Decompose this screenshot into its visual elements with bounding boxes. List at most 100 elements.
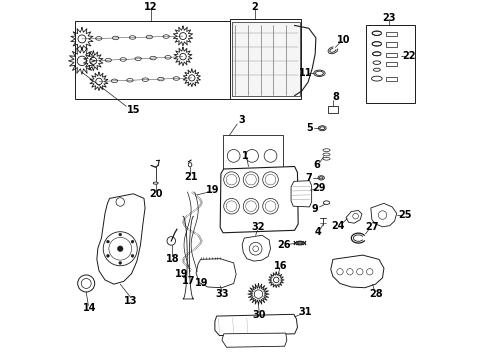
- Circle shape: [378, 211, 387, 219]
- Circle shape: [119, 261, 122, 264]
- Ellipse shape: [318, 126, 326, 131]
- Ellipse shape: [320, 127, 325, 130]
- Text: 15: 15: [126, 105, 140, 115]
- Circle shape: [265, 174, 276, 185]
- Text: 13: 13: [124, 296, 138, 306]
- Ellipse shape: [319, 177, 323, 179]
- Ellipse shape: [146, 35, 152, 39]
- Circle shape: [224, 172, 239, 188]
- Ellipse shape: [373, 68, 380, 71]
- Circle shape: [179, 33, 187, 40]
- Text: 12: 12: [145, 2, 158, 12]
- Ellipse shape: [142, 78, 148, 81]
- Ellipse shape: [323, 157, 330, 160]
- Ellipse shape: [173, 77, 179, 80]
- Text: 6: 6: [313, 161, 320, 170]
- Bar: [75, 21, 231, 99]
- Text: 8: 8: [332, 92, 339, 102]
- Circle shape: [357, 269, 363, 275]
- Ellipse shape: [105, 58, 111, 62]
- Polygon shape: [371, 203, 397, 227]
- Text: 19: 19: [195, 279, 209, 288]
- Bar: [386, 77, 397, 81]
- Circle shape: [245, 174, 256, 185]
- Text: 18: 18: [166, 255, 179, 264]
- Ellipse shape: [158, 77, 164, 81]
- Ellipse shape: [163, 35, 170, 38]
- Text: 19: 19: [206, 185, 220, 195]
- Circle shape: [103, 232, 137, 266]
- Circle shape: [226, 174, 237, 185]
- Circle shape: [189, 75, 195, 81]
- Circle shape: [96, 78, 102, 85]
- Circle shape: [253, 246, 258, 252]
- Circle shape: [243, 198, 259, 214]
- Circle shape: [78, 35, 86, 43]
- Text: 25: 25: [398, 210, 412, 220]
- Circle shape: [116, 198, 124, 206]
- Circle shape: [249, 242, 262, 255]
- Circle shape: [337, 269, 343, 275]
- Circle shape: [245, 149, 258, 162]
- Text: 29: 29: [312, 184, 325, 193]
- Circle shape: [353, 213, 358, 219]
- Bar: [223, 135, 283, 177]
- Text: 9: 9: [312, 204, 318, 214]
- Bar: [232, 22, 299, 96]
- Bar: [386, 32, 397, 36]
- Ellipse shape: [188, 163, 192, 167]
- Text: 28: 28: [369, 289, 383, 299]
- Circle shape: [227, 149, 240, 162]
- Polygon shape: [331, 255, 384, 288]
- Circle shape: [243, 172, 259, 188]
- Ellipse shape: [316, 71, 323, 75]
- Ellipse shape: [129, 36, 136, 39]
- Circle shape: [367, 269, 373, 275]
- Circle shape: [77, 56, 87, 66]
- Text: 33: 33: [215, 289, 229, 299]
- Text: 5: 5: [306, 123, 313, 133]
- Ellipse shape: [323, 153, 330, 156]
- Text: 30: 30: [252, 310, 266, 320]
- Bar: [386, 53, 397, 57]
- Circle shape: [131, 240, 134, 243]
- Ellipse shape: [372, 52, 381, 56]
- Text: 22: 22: [402, 50, 416, 60]
- Circle shape: [263, 198, 278, 214]
- Bar: [386, 62, 397, 66]
- Text: 14: 14: [83, 303, 97, 313]
- Ellipse shape: [112, 36, 119, 40]
- Text: 11: 11: [298, 68, 312, 78]
- Ellipse shape: [150, 56, 156, 60]
- Ellipse shape: [165, 55, 171, 59]
- Bar: [386, 42, 397, 47]
- Text: 19: 19: [175, 269, 189, 279]
- Circle shape: [118, 246, 123, 252]
- Text: 32: 32: [252, 222, 265, 232]
- Bar: [328, 106, 338, 113]
- Ellipse shape: [373, 61, 381, 64]
- Ellipse shape: [135, 57, 141, 60]
- Circle shape: [119, 233, 122, 236]
- Text: 27: 27: [365, 222, 379, 233]
- Circle shape: [255, 291, 262, 298]
- Polygon shape: [215, 314, 297, 336]
- Text: 10: 10: [337, 35, 350, 45]
- Circle shape: [226, 201, 237, 212]
- Ellipse shape: [318, 176, 324, 180]
- Circle shape: [224, 198, 239, 214]
- Circle shape: [347, 269, 353, 275]
- Text: 4: 4: [314, 227, 321, 237]
- Text: 17: 17: [182, 276, 196, 285]
- Circle shape: [273, 277, 279, 283]
- Bar: [366, 26, 415, 103]
- Text: 16: 16: [274, 261, 287, 271]
- Circle shape: [109, 237, 132, 260]
- Bar: [230, 19, 301, 99]
- Ellipse shape: [371, 76, 382, 81]
- Ellipse shape: [120, 58, 126, 61]
- Text: 23: 23: [382, 13, 395, 23]
- Circle shape: [106, 255, 109, 257]
- Text: 24: 24: [331, 221, 344, 231]
- Text: 7: 7: [305, 173, 312, 183]
